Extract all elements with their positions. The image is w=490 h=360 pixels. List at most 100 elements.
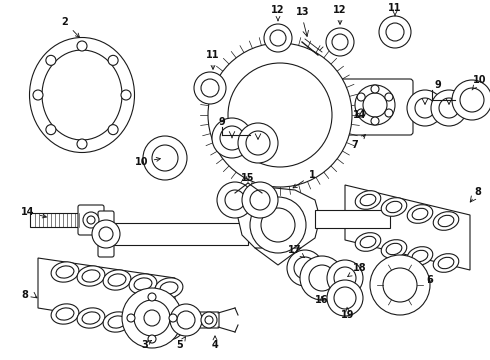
Ellipse shape: [407, 205, 433, 223]
Text: 11: 11: [388, 3, 402, 16]
Circle shape: [77, 139, 87, 149]
Ellipse shape: [412, 208, 428, 220]
Ellipse shape: [381, 198, 407, 216]
Circle shape: [327, 280, 363, 316]
FancyBboxPatch shape: [30, 213, 85, 227]
Circle shape: [108, 125, 118, 135]
Circle shape: [83, 212, 99, 228]
Circle shape: [246, 131, 270, 155]
Circle shape: [46, 125, 56, 135]
Circle shape: [152, 145, 178, 171]
Circle shape: [355, 85, 395, 125]
Text: 2: 2: [62, 17, 79, 37]
Circle shape: [385, 109, 393, 117]
Circle shape: [309, 265, 335, 291]
Ellipse shape: [56, 266, 74, 278]
Ellipse shape: [386, 201, 402, 213]
Text: 1: 1: [293, 170, 316, 188]
Circle shape: [122, 288, 182, 348]
Circle shape: [242, 182, 278, 218]
Ellipse shape: [433, 254, 459, 272]
Ellipse shape: [129, 274, 157, 294]
Ellipse shape: [82, 270, 100, 282]
Text: 13: 13: [296, 7, 310, 17]
Circle shape: [217, 182, 253, 218]
Circle shape: [431, 90, 467, 126]
Circle shape: [201, 79, 219, 97]
Circle shape: [169, 314, 177, 322]
Text: 19: 19: [341, 307, 355, 320]
Circle shape: [270, 30, 286, 46]
Text: 12: 12: [333, 5, 347, 24]
FancyBboxPatch shape: [337, 79, 413, 135]
Circle shape: [357, 109, 365, 117]
Text: 11: 11: [206, 50, 220, 69]
Text: 8: 8: [474, 187, 482, 197]
Circle shape: [134, 300, 170, 336]
Circle shape: [108, 55, 118, 66]
Polygon shape: [38, 258, 175, 330]
Circle shape: [33, 90, 43, 100]
Ellipse shape: [77, 266, 105, 286]
Ellipse shape: [51, 262, 79, 282]
Ellipse shape: [108, 316, 126, 328]
Circle shape: [326, 28, 354, 56]
Text: 6: 6: [427, 275, 433, 285]
Ellipse shape: [82, 312, 100, 324]
Circle shape: [250, 197, 306, 253]
Polygon shape: [345, 185, 470, 270]
Circle shape: [334, 287, 356, 309]
Text: 5: 5: [176, 337, 186, 350]
Text: 7: 7: [352, 135, 366, 150]
Circle shape: [334, 267, 356, 289]
FancyBboxPatch shape: [315, 210, 390, 228]
Circle shape: [201, 312, 217, 328]
Circle shape: [212, 118, 252, 158]
Ellipse shape: [134, 320, 152, 332]
Ellipse shape: [108, 274, 126, 286]
Text: 14: 14: [353, 110, 367, 120]
Text: 9: 9: [435, 80, 441, 90]
Ellipse shape: [129, 316, 157, 336]
Circle shape: [46, 55, 56, 66]
Text: 9: 9: [219, 117, 225, 127]
Circle shape: [407, 90, 443, 126]
Text: 10: 10: [472, 75, 487, 90]
Text: 18: 18: [348, 263, 367, 276]
Circle shape: [127, 314, 135, 322]
Circle shape: [371, 117, 379, 125]
Polygon shape: [255, 248, 301, 265]
Text: 10: 10: [135, 157, 160, 167]
Circle shape: [460, 88, 484, 112]
Circle shape: [148, 335, 156, 343]
FancyBboxPatch shape: [199, 312, 219, 328]
Text: 4: 4: [212, 336, 219, 350]
Circle shape: [121, 90, 131, 100]
Circle shape: [327, 260, 363, 296]
Text: 12: 12: [271, 5, 285, 21]
Circle shape: [370, 255, 430, 315]
Circle shape: [363, 93, 387, 117]
Circle shape: [332, 34, 348, 50]
Circle shape: [371, 85, 379, 93]
Circle shape: [300, 256, 344, 300]
Ellipse shape: [160, 324, 178, 336]
Circle shape: [225, 190, 245, 210]
Ellipse shape: [433, 212, 459, 230]
Polygon shape: [238, 188, 320, 255]
Ellipse shape: [103, 270, 131, 290]
Circle shape: [144, 310, 160, 326]
Circle shape: [170, 304, 202, 336]
Circle shape: [238, 123, 278, 163]
Circle shape: [194, 72, 226, 104]
Circle shape: [386, 23, 404, 41]
FancyBboxPatch shape: [78, 205, 104, 235]
Circle shape: [205, 316, 213, 324]
Circle shape: [383, 268, 417, 302]
Circle shape: [415, 98, 435, 118]
Ellipse shape: [360, 194, 376, 206]
Circle shape: [220, 126, 244, 150]
Circle shape: [357, 93, 365, 101]
Circle shape: [250, 190, 270, 210]
Ellipse shape: [381, 240, 407, 258]
